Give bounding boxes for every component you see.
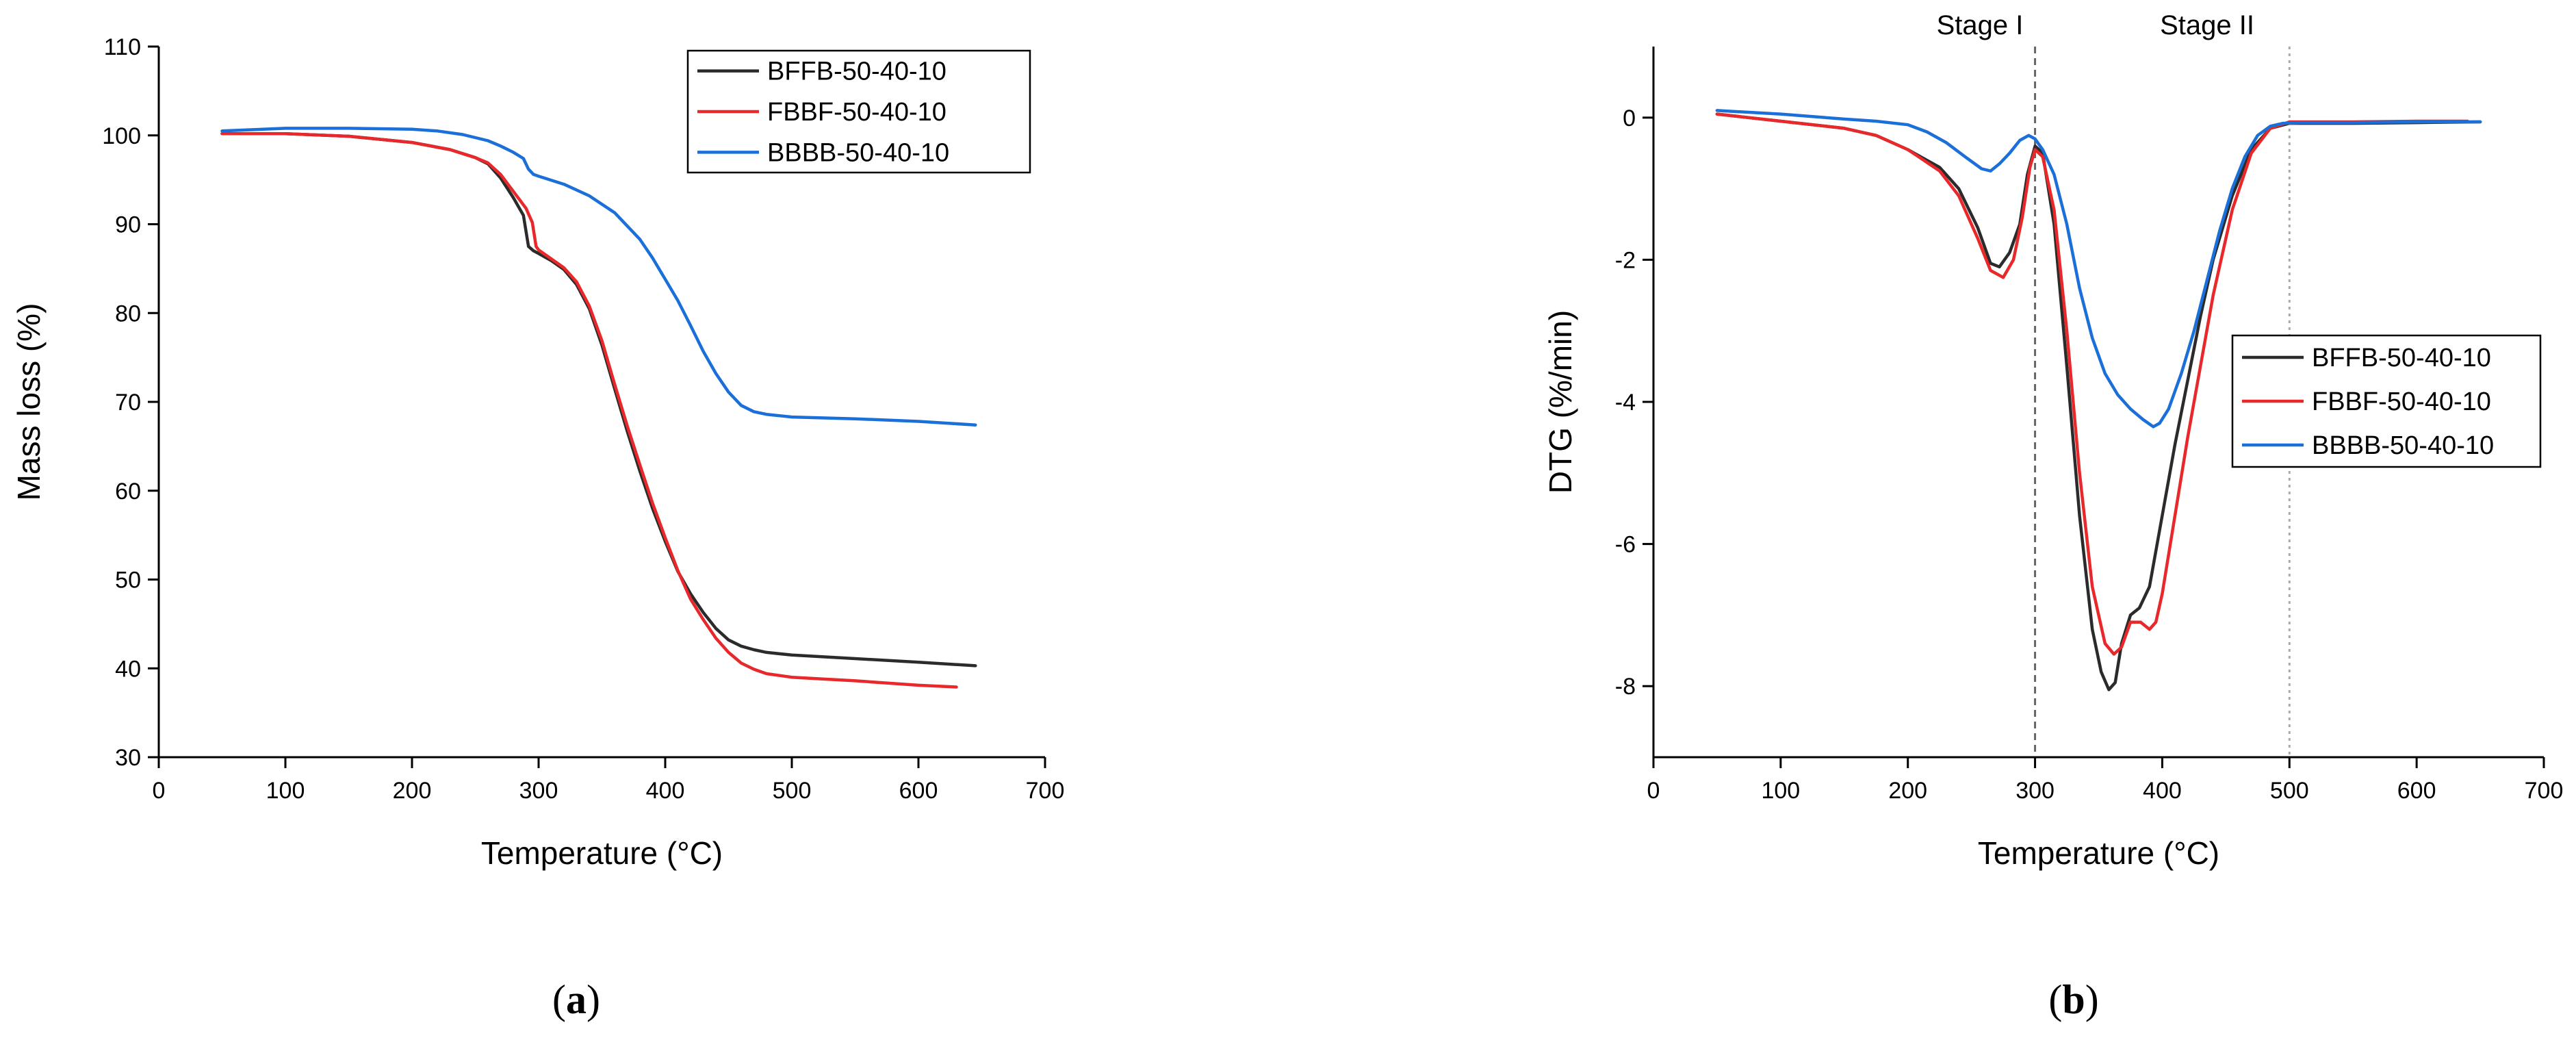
- x-tick-label: 600: [899, 778, 938, 804]
- x-tick-label: 400: [2143, 778, 2182, 804]
- series-line-BFFB-50-40-10: [220, 131, 977, 668]
- legend-label: BBBB-50-40-10: [2312, 431, 2494, 460]
- y-tick-label: -4: [1615, 390, 1636, 416]
- y-tick-label: 0: [1623, 105, 1636, 131]
- y-tick-label: 80: [115, 301, 141, 327]
- y-tick-label: 40: [115, 656, 141, 682]
- x-tick-label: 100: [266, 778, 305, 804]
- x-tick-label: 200: [1888, 778, 1927, 804]
- y-axis-title: Mass loss (%): [11, 303, 47, 501]
- legend-label: BFFB-50-40-10: [767, 58, 946, 86]
- y-tick-label: -8: [1615, 674, 1636, 700]
- y-tick-label: 60: [115, 479, 141, 505]
- x-tick-label: 300: [2015, 778, 2055, 804]
- y-tick-label: -6: [1615, 532, 1636, 558]
- panel-label: (b): [2048, 977, 2098, 1022]
- stage-annotation: Stage I: [1937, 10, 2024, 40]
- series-line-BFFB-50-40-10: [1715, 112, 2482, 691]
- x-tick-label: 500: [2270, 778, 2309, 804]
- y-tick-label: 90: [115, 212, 141, 238]
- x-tick-label: 700: [1026, 778, 1065, 804]
- y-tick-label: 70: [115, 390, 141, 416]
- x-axis-title: Temperature (°C): [481, 835, 723, 871]
- legend-label: BFFB-50-40-10: [2312, 344, 2491, 372]
- y-tick-label: 50: [115, 568, 141, 594]
- legend-label: FBBF-50-40-10: [767, 98, 946, 127]
- series-line-FBBF-50-40-10: [1715, 112, 2469, 656]
- panel-letter: a: [566, 977, 587, 1022]
- legend-label: FBBF-50-40-10: [2312, 387, 2491, 416]
- stage-annotation: Stage II: [2160, 10, 2254, 40]
- x-tick-label: 500: [773, 778, 812, 804]
- y-tick-label: 100: [102, 123, 141, 149]
- y-axis-title: DTG (%/min): [1543, 310, 1578, 494]
- x-tick-label: 300: [519, 778, 558, 804]
- series-line-BBBB-50-40-10: [1715, 109, 2482, 429]
- x-axis-title: Temperature (°C): [1978, 835, 2219, 871]
- chart-panel-b: 0 100 200 300 400 500 600 700 -8 -6 -4 -2 0 Temperatu…: [1543, 10, 2563, 1022]
- x-tick-label: 600: [2397, 778, 2436, 804]
- y-tick-label: 30: [115, 745, 141, 771]
- series-line-BBBB-50-40-10: [220, 127, 977, 427]
- x-tick-label: 0: [1647, 778, 1660, 804]
- series-line-FBBF-50-40-10: [220, 131, 958, 689]
- panel-label: (a): [552, 977, 600, 1022]
- chart-panel-a: 0 100 200 300 400 500 600 700 30 40 50 60 70 80 90 100 1…: [11, 34, 1064, 1022]
- y-tick-label: -2: [1615, 247, 1636, 273]
- y-tick-label: 110: [104, 34, 141, 60]
- x-tick-label: 400: [646, 778, 685, 804]
- x-tick-label: 700: [2525, 778, 2564, 804]
- x-tick-label: 0: [153, 778, 166, 804]
- panel-letter: b: [2062, 977, 2085, 1022]
- x-tick-label: 200: [393, 778, 432, 804]
- legend-label: BBBB-50-40-10: [767, 138, 949, 167]
- x-tick-label: 100: [1761, 778, 1800, 804]
